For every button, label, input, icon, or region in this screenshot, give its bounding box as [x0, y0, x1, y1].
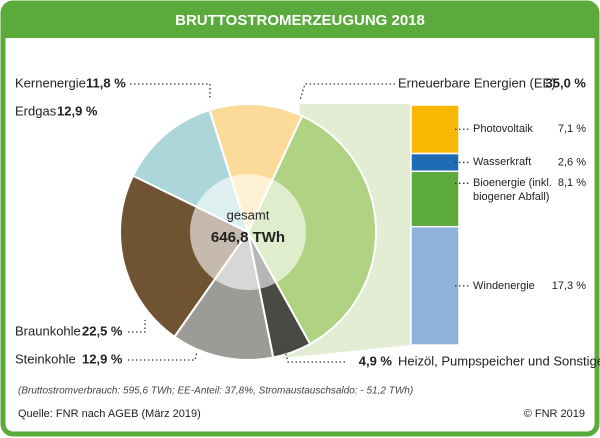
leader-line — [128, 351, 198, 361]
bar-segment — [410, 225, 460, 346]
segment-label-box: Wasserkraft — [473, 156, 532, 169]
segment-label: Wasserkraft — [473, 156, 532, 169]
slice-value-label: 22,5 % — [82, 323, 123, 338]
center-disc — [190, 174, 306, 290]
segment-value-label: 17,3 % — [552, 280, 586, 292]
chart-title: BRUTTOSTROMERZEUGUNG 2018 — [175, 12, 425, 29]
segment-value-label: 7,1 % — [558, 123, 586, 135]
center-value: 646,8 TWh — [211, 229, 285, 246]
header-bar — [3, 3, 597, 38]
segment-value-label: 2,6 % — [558, 156, 586, 168]
bar-segment — [410, 170, 460, 228]
center-label: gesamt — [227, 207, 270, 222]
segment-label: Windenergie — [473, 279, 535, 292]
bar-segment — [410, 152, 460, 173]
segment-label-box: Bioenergie (inkl. biogener Abfall) — [473, 177, 552, 204]
slice-label: Heizöl, Pumpspeicher und Sonstige — [398, 353, 600, 368]
slice-value-label: 12,9 % — [82, 351, 123, 366]
pie-slice — [208, 103, 304, 235]
leader-line — [128, 320, 146, 333]
slice-label: Steinkohle — [15, 351, 76, 366]
segment-value-label: 8,1 % — [558, 177, 586, 189]
pie-slice — [246, 114, 377, 346]
slice-value-label: 12,9 % — [57, 103, 98, 118]
bar-segment — [410, 104, 460, 155]
slice-label: Kernenergie — [15, 75, 86, 90]
segment-label-box: Photovoltaik — [473, 123, 533, 136]
bar-stack: Photovoltaik 7,1 % Wasserkraft 2,6 % Bioener… — [410, 104, 586, 346]
slice-label: Erdgas — [15, 103, 57, 118]
pie: gesamt 646,8 TWh — [119, 103, 377, 361]
segment-label: Bioenergie (inkl. biogener Abfall) — [473, 177, 552, 204]
slice-label: Erneuerbare Energien (EE) — [398, 75, 556, 90]
slice-value-label: 35,0 % — [546, 75, 587, 90]
slice-label: Braunkohle — [15, 323, 81, 338]
source: Quelle: FNR nach AGEB (März 2019) — [18, 408, 201, 420]
leader-line — [299, 83, 395, 101]
notes: (Bruttostromverbrauch: 595,6 TWh; EE-Ant… — [18, 386, 413, 397]
pie-slice — [119, 174, 250, 339]
segment-label: Photovoltaik — [473, 123, 533, 136]
segment-label-box: Windenergie — [473, 279, 535, 292]
copyright: © FNR 2019 — [524, 408, 585, 420]
slice-value-label: 11,8 % — [86, 75, 126, 90]
leader-line — [284, 349, 345, 363]
slice-value-label: 4,9 % — [359, 353, 393, 368]
leader-line — [130, 83, 211, 100]
